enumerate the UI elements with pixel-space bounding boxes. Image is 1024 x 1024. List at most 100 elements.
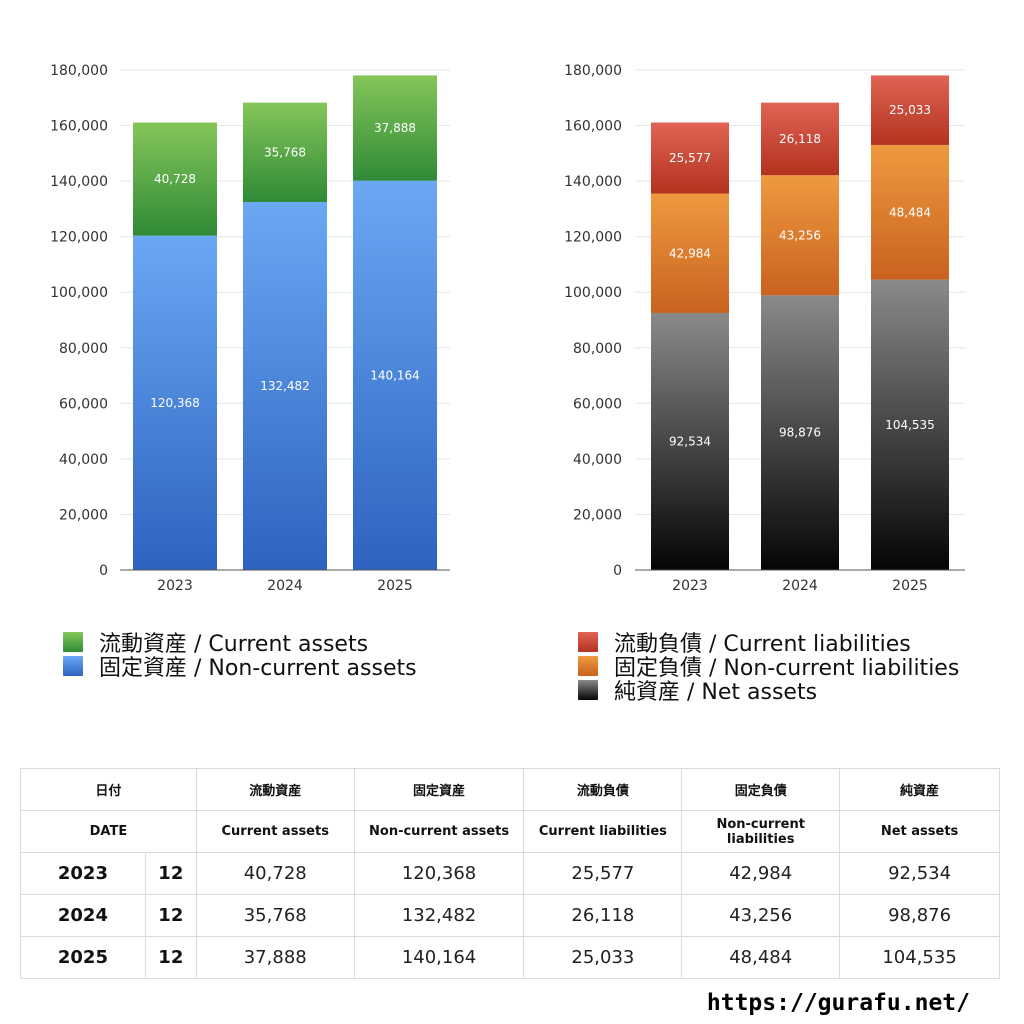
bar-segment bbox=[651, 193, 729, 313]
cell-current-assets: 35,768 bbox=[195, 894, 355, 937]
bar-value-label: 40,728 bbox=[154, 172, 196, 186]
y-tick-label: 120,000 bbox=[50, 230, 108, 246]
bar-segment bbox=[761, 102, 839, 176]
legend-swatch-current-assets bbox=[63, 632, 83, 652]
header-non-current-liabilities-en: Non-current liabilities bbox=[681, 810, 841, 853]
cell-current-assets: 37,888 bbox=[195, 936, 355, 979]
y-tick-label: 100,000 bbox=[50, 285, 108, 301]
header-non-current-assets-jp: 固定資産 bbox=[353, 768, 525, 811]
liabilities-legend: 流動負債 / Current liabilities 固定負債 / Non-cu… bbox=[578, 630, 959, 705]
y-tick-label: 40,000 bbox=[573, 452, 622, 468]
y-tick-label: 80,000 bbox=[59, 341, 108, 357]
y-tick-label: 160,000 bbox=[564, 119, 622, 135]
legend-item-net-assets: 純資産 / Net assets bbox=[578, 678, 959, 705]
bar-value-label: 132,482 bbox=[260, 379, 310, 393]
bar-segment bbox=[243, 201, 327, 570]
legend-label: 固定資産 / Non-current assets bbox=[99, 656, 417, 681]
header-current-liabilities-en: Current liabilities bbox=[523, 810, 683, 853]
legend-item-current-assets: 流動資産 / Current assets bbox=[63, 630, 417, 657]
header-current-assets-jp: 流動資産 bbox=[195, 768, 355, 811]
cell-non-current-assets: 120,368 bbox=[353, 852, 525, 895]
header-current-liabilities-jp: 流動負債 bbox=[523, 768, 683, 811]
legend-label: 純資産 / Net assets bbox=[614, 680, 818, 705]
y-tick-label: 140,000 bbox=[564, 174, 622, 190]
x-tick-label: 2023 bbox=[672, 578, 708, 594]
cell-current-assets: 40,728 bbox=[195, 852, 355, 895]
bar-segment bbox=[133, 235, 217, 570]
chart-liabilities-net-assets: 0 20,000 40,000 60,000 80,000 100,000 120,000 1… bbox=[564, 63, 965, 594]
cell-current-liabilities: 25,577 bbox=[523, 852, 683, 895]
bar-segment bbox=[243, 102, 327, 202]
x-tick-label: 2024 bbox=[267, 578, 303, 594]
bar-segment bbox=[871, 75, 949, 145]
legend-swatch-non-current-assets bbox=[63, 656, 83, 676]
y-tick-label: 40,000 bbox=[59, 452, 108, 468]
row-year: 2025 bbox=[20, 936, 146, 979]
legend-swatch-net-assets bbox=[578, 680, 598, 700]
balance-sheet-table: 日付 流動資産 固定資産 流動負債 固定負債 純資産 DATE Current … bbox=[20, 768, 1000, 979]
bar-segment bbox=[353, 75, 437, 181]
y-tick-label: 100,000 bbox=[564, 285, 622, 301]
row-month: 12 bbox=[144, 852, 197, 895]
bar-segment bbox=[871, 144, 949, 280]
y-tick-label: 160,000 bbox=[50, 119, 108, 135]
chart-assets: 0 20,000 40,000 60,000 80,000 100,000 120,000 1… bbox=[50, 63, 450, 594]
y-tick-label: 80,000 bbox=[573, 341, 622, 357]
bar-value-label: 140,164 bbox=[370, 368, 420, 382]
legend-item-non-current-assets: 固定資産 / Non-current assets bbox=[63, 654, 417, 681]
legend-swatch-non-current-liabilities bbox=[578, 656, 598, 676]
header-date-en: DATE bbox=[20, 810, 197, 853]
cell-non-current-assets: 140,164 bbox=[353, 936, 525, 979]
x-tick-label: 2024 bbox=[782, 578, 818, 594]
y-tick-label: 120,000 bbox=[564, 230, 622, 246]
cell-net-assets: 98,876 bbox=[839, 894, 1000, 937]
bar-value-label: 26,118 bbox=[779, 132, 821, 146]
cell-current-liabilities: 25,033 bbox=[523, 936, 683, 979]
y-tick-label: 140,000 bbox=[50, 174, 108, 190]
bar-value-label: 37,888 bbox=[374, 121, 416, 135]
header-non-current-assets-en: Non-current assets bbox=[353, 810, 525, 853]
row-year: 2024 bbox=[20, 894, 146, 937]
bar-value-label: 104,535 bbox=[885, 418, 935, 432]
charts-area: 0 20,000 40,000 60,000 80,000 100,000 120,000 1… bbox=[50, 63, 965, 594]
bar-segment bbox=[761, 175, 839, 296]
bar-segment bbox=[133, 122, 217, 236]
legend-label: 流動負債 / Current liabilities bbox=[614, 632, 911, 657]
site-url[interactable]: https://gurafu.net/ bbox=[706, 990, 970, 1016]
cell-current-liabilities: 26,118 bbox=[523, 894, 683, 937]
cell-non-current-liabilities: 43,256 bbox=[681, 894, 841, 937]
x-tick-label: 2025 bbox=[377, 578, 413, 594]
cell-non-current-liabilities: 42,984 bbox=[681, 852, 841, 895]
cell-non-current-assets: 132,482 bbox=[353, 894, 525, 937]
y-tick-label: 60,000 bbox=[59, 396, 108, 412]
bar-segment bbox=[651, 312, 729, 570]
x-tick-label: 2025 bbox=[892, 578, 928, 594]
bar-segment bbox=[651, 122, 729, 194]
table-row: 2023 12 40,728 120,368 25,577 42,984 92,… bbox=[20, 852, 1000, 895]
bar-value-label: 43,256 bbox=[779, 228, 821, 242]
bar-value-label: 25,577 bbox=[669, 151, 711, 165]
y-tick-label: 0 bbox=[613, 563, 622, 579]
bar-value-label: 120,368 bbox=[150, 396, 200, 410]
header-net-assets-en: Net assets bbox=[839, 810, 1000, 853]
table-row: 2024 12 35,768 132,482 26,118 43,256 98,… bbox=[20, 894, 1000, 937]
y-tick-label: 180,000 bbox=[564, 63, 622, 79]
y-tick-label: 180,000 bbox=[50, 63, 108, 79]
header-date-jp: 日付 bbox=[20, 768, 197, 811]
y-tick-label: 0 bbox=[99, 563, 108, 579]
table-header-row-jp: 日付 流動資産 固定資産 流動負債 固定負債 純資産 bbox=[20, 768, 1000, 811]
bar-value-label: 25,033 bbox=[889, 103, 931, 117]
y-tick-label: 60,000 bbox=[573, 396, 622, 412]
bar-value-label: 42,984 bbox=[669, 246, 711, 260]
bar-value-label: 98,876 bbox=[779, 426, 821, 440]
legend-item-non-current-liabilities: 固定負債 / Non-current liabilities bbox=[578, 654, 959, 681]
assets-legend: 流動資産 / Current assets 固定資産 / Non-current… bbox=[63, 630, 417, 681]
row-year: 2023 bbox=[20, 852, 146, 895]
cell-non-current-liabilities: 48,484 bbox=[681, 936, 841, 979]
x-tick-label: 2023 bbox=[157, 578, 193, 594]
legend-item-current-liabilities: 流動負債 / Current liabilities bbox=[578, 630, 959, 657]
legend-swatch-current-liabilities bbox=[578, 632, 598, 652]
header-current-assets-en: Current assets bbox=[195, 810, 355, 853]
legend-label: 固定負債 / Non-current liabilities bbox=[614, 656, 960, 681]
cell-net-assets: 104,535 bbox=[839, 936, 1000, 979]
